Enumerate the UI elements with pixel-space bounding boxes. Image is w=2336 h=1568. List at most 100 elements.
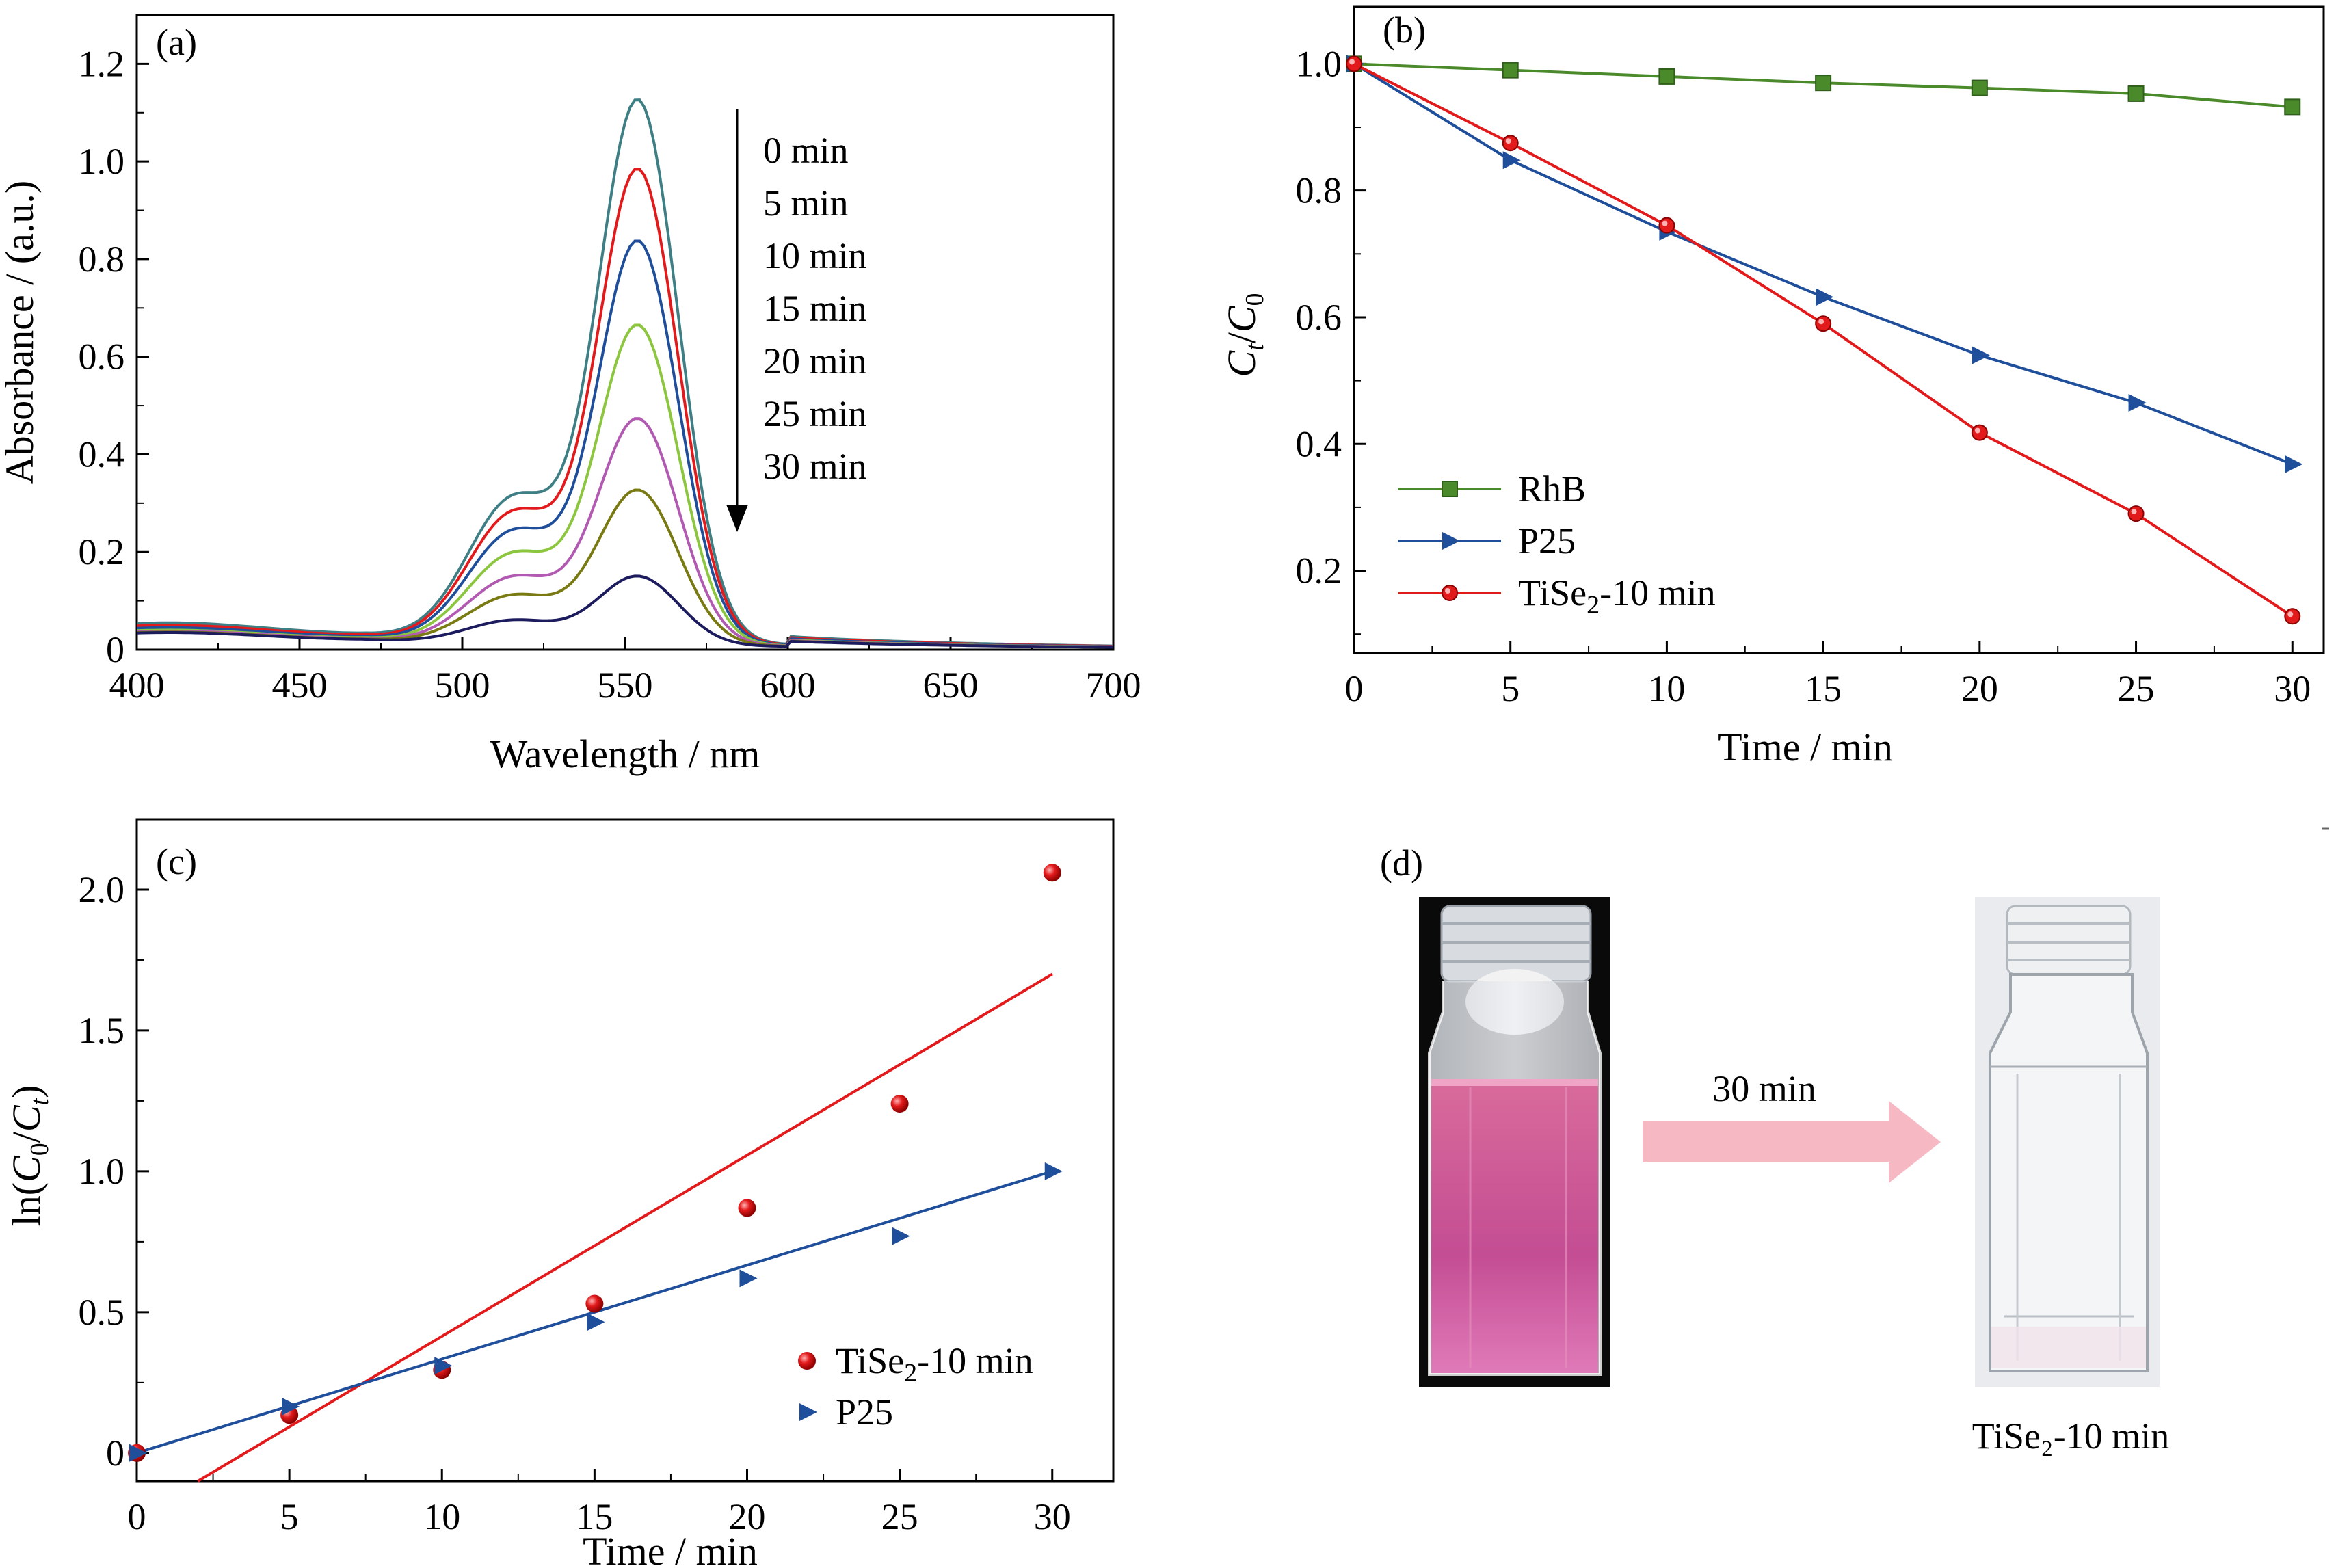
data-point-circle <box>2127 505 2145 522</box>
panel-c-label: (c) <box>156 841 197 882</box>
panel-b-legend-label: RhB <box>1518 468 1586 509</box>
panel-a-time-legend: 0 min 5 min 10 min 15 min 20 min 25 min 30 min <box>726 109 867 532</box>
panel-c-legend-label: P25 <box>836 1392 893 1433</box>
panel-a-legend-item: 10 min <box>763 235 867 276</box>
panel-b-legend-label: TiSe2-10 min <box>1518 572 1716 620</box>
data-point-sphere <box>1043 864 1061 882</box>
panel-a-y-axis-title: Absorbance / (a.u.) <box>0 181 42 485</box>
x-tick-label: 500 <box>435 665 490 706</box>
panel-c-legend-label: TiSe2-10 min <box>836 1340 1033 1387</box>
panel-a-x-axis-title: Wavelength / nm <box>490 732 760 776</box>
legend-marker <box>1442 481 1458 497</box>
data-point-circle-highlight <box>1818 319 1824 325</box>
x-tick-label: 25 <box>2118 668 2155 709</box>
panel-b-series <box>1346 55 2303 625</box>
reaction-time-label: 30 min <box>1712 1068 1816 1109</box>
x-tick-label: 400 <box>109 665 165 706</box>
data-point-square <box>2284 98 2301 116</box>
panel-a-legend-item: 25 min <box>763 393 867 434</box>
x-tick-label: 0 <box>1345 668 1364 709</box>
panel-a-spectra <box>136 98 1114 649</box>
y-tick-label: 1.2 <box>79 43 125 84</box>
y-tick-label: 1.0 <box>1296 43 1342 84</box>
panel-b-label: (b) <box>1383 10 1426 51</box>
panel-b-legend-label: P25 <box>1518 520 1576 561</box>
panel-a-label: (a) <box>156 22 197 63</box>
data-point-sphere <box>738 1199 756 1217</box>
panel-c-legend: TiSe2-10 min P25 <box>798 1340 1033 1433</box>
legend-marker <box>1442 585 1458 601</box>
y-tick-label: 1.0 <box>79 141 125 182</box>
x-tick-label: 10 <box>1648 668 1685 709</box>
panel-a-trend-arrow-head <box>726 505 748 532</box>
panel-a-y-ticks: 0 0.2 0.4 0.6 0.8 1.0 1.2 <box>79 14 149 670</box>
data-point-circle-highlight <box>1505 138 1511 144</box>
x-tick-label: 550 <box>598 665 653 706</box>
data-point-triangle <box>1502 151 1521 170</box>
data-point-triangle <box>1972 346 1990 364</box>
panel-a-legend-item: 5 min <box>763 183 849 224</box>
data-point-circle <box>1658 217 1675 234</box>
y-tick-label: 0 <box>106 1433 124 1474</box>
x-tick-label: 0 <box>128 1496 146 1537</box>
x-tick-label: 20 <box>729 1496 766 1537</box>
data-point-square <box>1815 75 1832 92</box>
y-tick-label: 0.4 <box>79 434 125 475</box>
x-tick-label: 15 <box>1805 668 1842 709</box>
data-point-sphere <box>585 1294 604 1313</box>
spectrum-10-min <box>136 239 1114 648</box>
x-tick-label: 5 <box>1501 668 1519 709</box>
panel-b-x-axis-title: Time / min <box>1718 725 1893 769</box>
panel-c-frame <box>135 818 1115 1483</box>
panel-b-y-ticks: 0.2 0.4 0.6 0.8 1.0 <box>1296 43 1366 635</box>
panel-a-legend-item: 30 min <box>763 446 867 487</box>
data-point-circle <box>1815 315 1832 332</box>
panel-c-y-axis-title: ln(C0/Ct) <box>4 1085 54 1227</box>
data-point-triangle <box>282 1397 300 1416</box>
data-point-circle <box>1346 55 1362 72</box>
panel-a-frame <box>135 14 1115 651</box>
x-tick-label: 15 <box>576 1496 613 1537</box>
y-tick-label: 0.8 <box>1296 170 1342 211</box>
data-point-circle <box>2284 608 2301 625</box>
data-point-circle-highlight <box>1974 427 1980 434</box>
panel-b-frame <box>1353 5 2325 654</box>
panel-a-legend-item: 20 min <box>763 341 867 382</box>
x-tick-label: 30 <box>1034 1496 1071 1537</box>
data-point-circle <box>1971 424 1988 441</box>
spectrum-25-min <box>136 488 1114 649</box>
data-point-circle-highlight <box>2131 509 2137 515</box>
vial-before-image <box>1419 897 1610 1387</box>
spectrum-5-min <box>136 168 1114 648</box>
y-tick-label: 1.0 <box>79 1151 125 1192</box>
data-point-triangle <box>892 1227 910 1245</box>
spectrum-15-min <box>136 323 1114 649</box>
fit-line-TiSe2-10 min <box>197 972 1053 1483</box>
legend-marker <box>798 1352 816 1370</box>
data-point-square <box>2127 85 2145 102</box>
y-tick-label: 0.6 <box>1296 297 1342 338</box>
y-tick-label: 0.2 <box>79 531 125 572</box>
x-tick-label: 10 <box>423 1496 460 1537</box>
panel-c-x-axis-title: Time / min <box>583 1529 758 1568</box>
panel-d-photo: (d) 30 min <box>1380 827 2329 1457</box>
x-tick-label: 650 <box>923 665 979 706</box>
data-point-circle-highlight <box>1662 220 1668 226</box>
y-tick-label: 2.0 <box>79 869 125 910</box>
data-point-triangle <box>2128 394 2147 412</box>
panel-c-series <box>128 864 1063 1483</box>
data-point-triangle <box>1044 1162 1063 1180</box>
y-tick-label: 0.6 <box>79 336 125 377</box>
panel-b-y-axis-title: Ct/C0 <box>1219 293 1269 377</box>
series-line-TiSe2-10 min <box>1353 62 2294 617</box>
data-point-triangle <box>2285 455 2303 473</box>
panel-d-label: (d) <box>1380 842 1423 883</box>
panel-b-legend: RhB P25 TiSe2-10 min <box>1398 468 1716 620</box>
series-line-P25 <box>1353 62 2294 466</box>
y-tick-label: 0 <box>106 629 124 670</box>
y-tick-label: 1.5 <box>79 1010 125 1051</box>
panel-b-ct-c0-chart: 0 5 10 15 20 25 30 0.2 0.4 0.6 0.8 1.0 (b) Time / … <box>1219 5 2325 769</box>
data-point-circle-highlight <box>2287 611 2294 617</box>
x-tick-label: 450 <box>272 665 328 706</box>
data-point-triangle <box>129 1444 147 1462</box>
